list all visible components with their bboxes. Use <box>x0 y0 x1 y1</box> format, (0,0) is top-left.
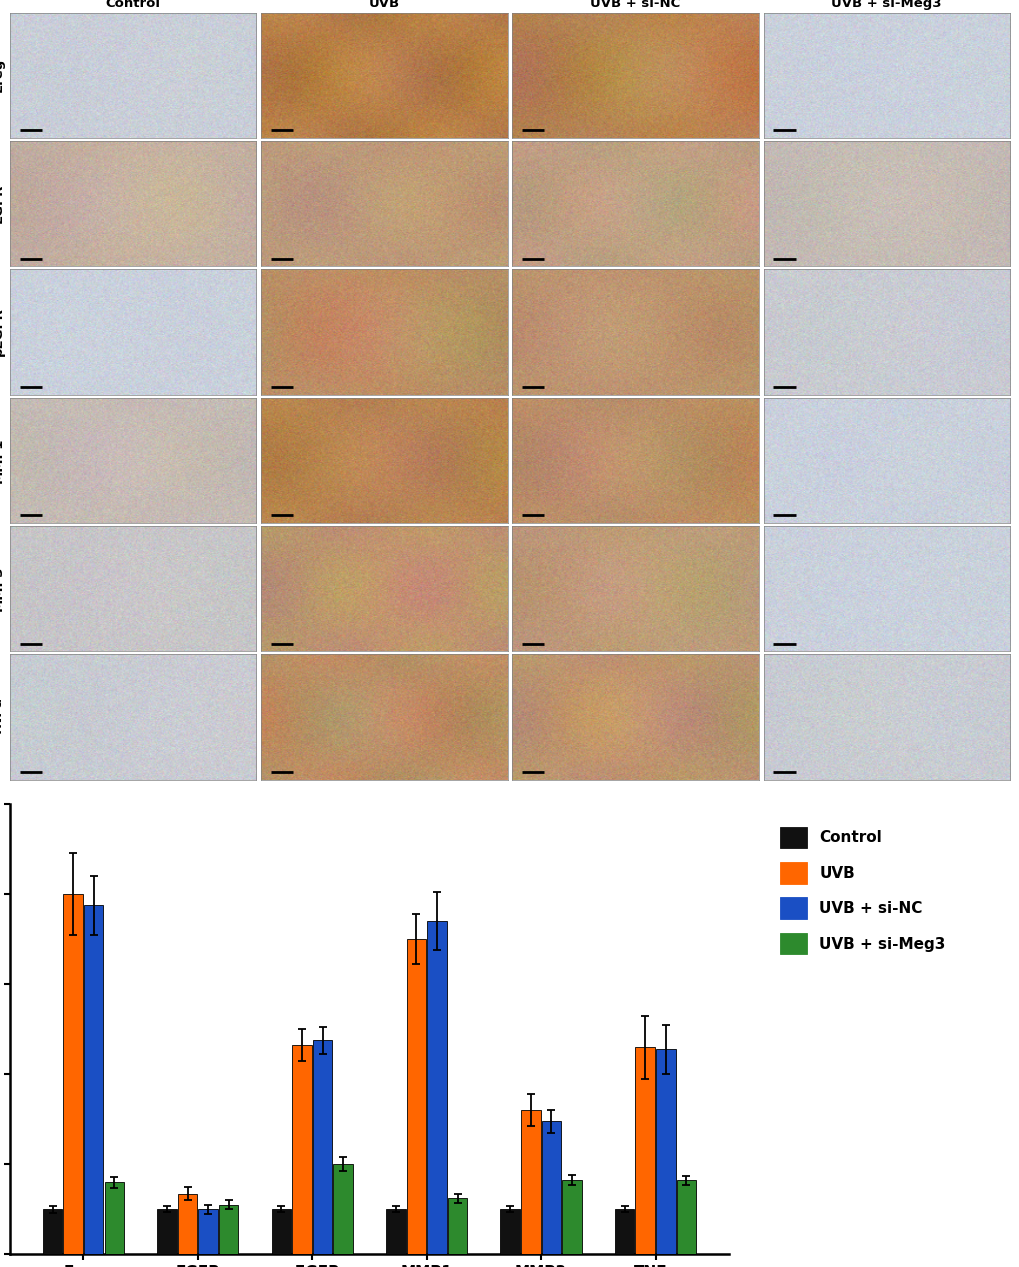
Text: A: A <box>13 14 33 38</box>
Bar <box>655 1049 675 1254</box>
Bar <box>271 1209 290 1254</box>
Title: Control: Control <box>106 0 161 10</box>
Y-axis label: Ereg: Ereg <box>0 58 5 92</box>
Bar <box>635 1047 654 1254</box>
Bar <box>561 1180 581 1254</box>
Bar <box>199 1209 218 1254</box>
Bar <box>427 921 446 1254</box>
Title: UVB + si-NC: UVB + si-NC <box>590 0 680 10</box>
Bar <box>43 1209 62 1254</box>
Title: UVB: UVB <box>369 0 399 10</box>
Bar <box>447 1199 467 1254</box>
Bar <box>84 905 103 1254</box>
Bar <box>407 939 426 1254</box>
Bar <box>313 1040 332 1254</box>
Title: UVB + si-Meg3: UVB + si-Meg3 <box>830 0 941 10</box>
Y-axis label: MMP1: MMP1 <box>0 437 5 483</box>
Bar <box>521 1110 540 1254</box>
Y-axis label: pEGFR: pEGFR <box>0 308 5 356</box>
Bar <box>292 1045 312 1254</box>
Bar <box>500 1209 520 1254</box>
Y-axis label: MMP3: MMP3 <box>0 566 5 612</box>
Bar <box>63 895 83 1254</box>
Legend: Control, UVB, UVB + si-NC, UVB + si-Meg3: Control, UVB, UVB + si-NC, UVB + si-Meg3 <box>772 821 951 960</box>
Y-axis label: TNFα: TNFα <box>0 698 5 736</box>
Bar <box>177 1194 197 1254</box>
Bar <box>105 1182 124 1254</box>
Bar <box>541 1121 560 1254</box>
Bar <box>219 1205 238 1254</box>
Y-axis label: EGFR: EGFR <box>0 184 5 223</box>
Bar <box>614 1209 634 1254</box>
Bar <box>676 1180 695 1254</box>
Bar <box>333 1164 353 1254</box>
Bar <box>157 1209 176 1254</box>
Bar <box>386 1209 406 1254</box>
